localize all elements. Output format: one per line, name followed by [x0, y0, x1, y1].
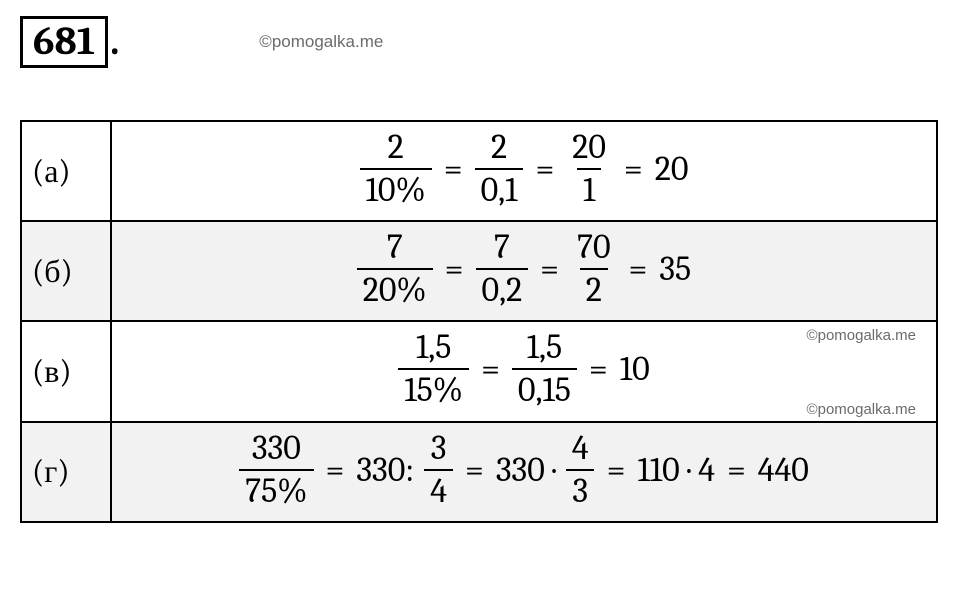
fraction-numerator: 3: [425, 429, 453, 469]
header-row: 681 . ©pomogalka.me: [20, 16, 940, 68]
fraction-denominator: 20%: [357, 268, 433, 310]
fraction-denominator: 4: [424, 469, 453, 511]
solution-table: (а)210%=20,1=201=20(б)720%=70,2=702=35(в…: [20, 120, 938, 523]
math-text: 35: [659, 252, 691, 286]
operator: =: [479, 352, 502, 386]
equation: 1,515%=1,50,15=10: [398, 328, 649, 410]
math-text: 10: [620, 352, 650, 386]
equation: 210%=20,1=201=20: [360, 128, 689, 210]
fraction-denominator: 2: [580, 268, 608, 310]
watermark-top: ©pomogalka.me: [259, 32, 383, 52]
operator: =: [622, 152, 645, 186]
fraction: 720%: [357, 228, 433, 310]
fraction-numerator: 7: [381, 228, 409, 268]
fraction: 43: [566, 429, 595, 511]
watermark-inline: ©pomogalka.me: [807, 402, 916, 417]
fraction: 20,1: [475, 128, 524, 210]
problem-number-box: 681: [20, 16, 108, 68]
math-text: 440: [758, 453, 809, 487]
operator: =: [725, 453, 748, 487]
problem-number: 681: [33, 18, 95, 64]
operator: =: [463, 453, 486, 487]
table-row: (б)720%=70,2=702=35: [21, 221, 937, 321]
operator: =: [538, 252, 561, 286]
fraction: 1,50,15: [512, 328, 577, 410]
operator: =: [443, 252, 466, 286]
fraction-numerator: 1,5: [521, 328, 568, 368]
equation: 720%=70,2=702=35: [357, 228, 691, 310]
math-text: 330 ·: [496, 453, 556, 487]
operator: =: [605, 453, 628, 487]
fraction-numerator: 1,5: [410, 328, 457, 368]
fraction-numerator: 7: [488, 228, 516, 268]
fraction: 33075%: [239, 429, 313, 511]
fraction-denominator: 10%: [360, 168, 432, 210]
fraction-denominator: 0,1: [475, 168, 524, 210]
fraction-numerator: 4: [566, 429, 595, 469]
fraction: 201: [566, 128, 612, 210]
math-text: 110 · 4: [637, 453, 715, 487]
fraction-numerator: 20: [566, 128, 612, 168]
fraction-denominator: 0,15: [512, 368, 577, 410]
watermark-inline: ©pomogalka.me: [807, 328, 916, 343]
equation: 33075%=330:34=330 ·43=110 · 4=440: [239, 429, 809, 511]
table-row: (в)1,515%=1,50,15=10©pomogalka.me©pomoga…: [21, 321, 937, 421]
operator: =: [533, 152, 556, 186]
fraction: 34: [424, 429, 453, 511]
fraction-numerator: 2: [485, 128, 513, 168]
solution-table-body: (а)210%=20,1=201=20(б)720%=70,2=702=35(в…: [21, 121, 937, 522]
equation-cell: 1,515%=1,50,15=10©pomogalka.me©pomogalka…: [111, 321, 937, 421]
row-label: (в): [21, 321, 111, 421]
fraction-denominator: 15%: [398, 368, 469, 410]
fraction-denominator: 75%: [239, 469, 313, 511]
fraction-numerator: 2: [382, 128, 410, 168]
equation-cell: 33075%=330:34=330 ·43=110 · 4=440: [111, 422, 937, 522]
fraction: 70,2: [476, 228, 529, 310]
operator: =: [587, 352, 610, 386]
math-text: 20: [655, 152, 689, 186]
operator: =: [324, 453, 347, 487]
row-label: (г): [21, 422, 111, 522]
fraction-numerator: 330: [246, 429, 307, 469]
equation-cell: 720%=70,2=702=35: [111, 221, 937, 321]
fraction-denominator: 3: [566, 469, 594, 511]
equation-cell: 210%=20,1=201=20: [111, 121, 937, 221]
fraction: 702: [571, 228, 617, 310]
operator: =: [442, 152, 465, 186]
fraction-denominator: 0,2: [476, 268, 529, 310]
table-row: (а)210%=20,1=201=20: [21, 121, 937, 221]
page-container: 681 . ©pomogalka.me (а)210%=20,1=201=20(…: [0, 0, 960, 616]
operator: =: [627, 252, 650, 286]
fraction-numerator: 70: [571, 228, 617, 268]
row-label: (а): [21, 121, 111, 221]
row-label: (б): [21, 221, 111, 321]
math-text: 330:: [356, 453, 414, 487]
fraction-denominator: 1: [577, 168, 601, 210]
fraction: 210%: [360, 128, 432, 210]
problem-number-dot: .: [110, 18, 119, 64]
fraction: 1,515%: [398, 328, 469, 410]
table-row: (г)33075%=330:34=330 ·43=110 · 4=440: [21, 422, 937, 522]
problem-number-wrap: 681 .: [20, 16, 119, 68]
